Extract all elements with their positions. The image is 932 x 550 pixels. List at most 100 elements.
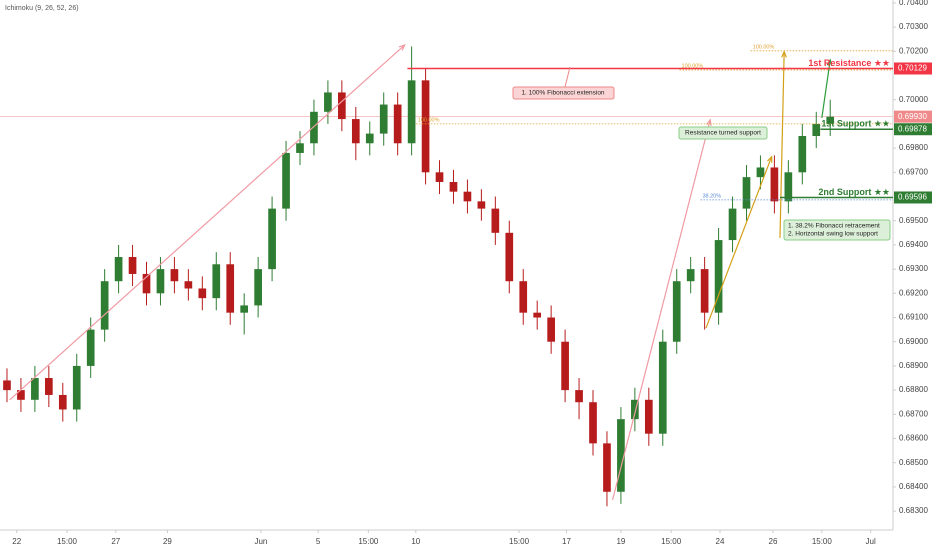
level-name: 2nd Support ★★: [818, 187, 890, 197]
y-tick-label: 0.68400: [899, 482, 928, 491]
indicator-label: Ichimoku (9, 26, 52, 26): [5, 5, 79, 12]
y-tick-label: 0.69200: [899, 288, 928, 297]
price-box: [894, 123, 932, 136]
callouts: 1. 100% Fibonacci extension Resistance t…: [512, 66, 891, 241]
candle-body: [617, 419, 625, 492]
y-tick-label: 0.68600: [899, 434, 928, 443]
candle-body: [226, 264, 235, 313]
x-tick-label: 15:00: [509, 537, 530, 546]
level-name: 1st Support ★★: [821, 119, 890, 129]
candle-body: [700, 269, 709, 313]
level-name: 1st Resistance ★★: [808, 58, 890, 68]
candle-body: [184, 281, 193, 289]
candle-body: [756, 167, 765, 178]
candle-body: [44, 378, 53, 395]
y-tick-label: 0.69300: [899, 264, 928, 273]
candle-body: [644, 399, 653, 434]
candle-body: [519, 281, 528, 313]
callout-text: 1. 38.2% Fibonacci retracement: [788, 223, 880, 230]
candle-body: [31, 378, 39, 400]
candle-body: [338, 92, 346, 120]
fib-label: 100.00%: [682, 63, 704, 69]
x-tick-label: 24: [716, 537, 725, 546]
candle-body: [463, 191, 472, 202]
fib-label: 100.00%: [418, 117, 440, 123]
candle-body: [72, 365, 81, 410]
candle-body: [631, 399, 639, 420]
candle-body: [254, 269, 262, 306]
y-tick-label: 0.68500: [899, 458, 928, 467]
y-tick-label: 0.69400: [899, 240, 928, 249]
x-tick-label: 15:00: [661, 537, 682, 546]
fib-label: 38.20%: [702, 193, 721, 199]
price-box: [894, 191, 932, 204]
pointer: [564, 66, 571, 88]
trend-line: [611, 119, 711, 501]
candle-body: [268, 208, 276, 270]
candle-body: [728, 208, 737, 241]
candle-body: [812, 123, 821, 137]
callout-box: [512, 86, 615, 100]
candle-body: [170, 269, 179, 282]
candle-body: [658, 341, 667, 434]
candle-body: [435, 172, 444, 182]
x-tick-label: 27: [111, 537, 120, 546]
y-tick-label: 0.70200: [899, 46, 928, 55]
candle-body: [491, 208, 500, 233]
candle-body: [379, 104, 388, 134]
candle-body: [296, 143, 304, 153]
candle-body: [533, 312, 542, 318]
x-tick-label: 15:00: [57, 537, 78, 546]
x-tick-label: 19: [616, 537, 625, 546]
candle-body: [407, 80, 416, 144]
candle-body: [212, 264, 221, 299]
candle-body: [784, 172, 793, 202]
trend-line: [9, 44, 406, 401]
candle-body: [561, 341, 569, 391]
y-tick-label: 0.69800: [899, 143, 928, 152]
candle-body: [310, 111, 318, 144]
candle-body: [589, 402, 597, 444]
y-tick-label: 0.68900: [899, 361, 928, 370]
x-tick-label: 22: [12, 537, 21, 546]
callout-box: [678, 126, 768, 140]
candle-body: [505, 232, 514, 282]
y-tick-label: 0.69500: [899, 216, 928, 225]
price-label: 0.69878: [898, 124, 927, 133]
price-label: 0.69930: [898, 112, 927, 121]
candle-body: [575, 390, 583, 403]
candle-body: [547, 317, 555, 342]
candle-body: [421, 80, 430, 173]
candle-body: [128, 257, 137, 274]
y-tick-label: 0.70000: [899, 95, 928, 104]
x-tick-label: 26: [769, 537, 778, 546]
candle-body: [686, 269, 695, 282]
y-tick-label: 0.70300: [899, 22, 928, 31]
fib-label: 100.00%: [753, 44, 775, 50]
y-tick-label: 0.70400: [899, 0, 928, 7]
callout-box: [783, 219, 891, 241]
candle-body: [351, 119, 360, 144]
trend-line: [705, 156, 773, 329]
candle-body: [826, 116, 835, 124]
price-box: [894, 110, 932, 123]
candle-body: [365, 133, 374, 144]
y-tick-label: 0.69700: [899, 167, 928, 176]
trend-line: [779, 51, 785, 238]
x-tick-label: 15:00: [812, 537, 833, 546]
price-label: 0.70129: [898, 64, 927, 73]
arrow-head: [398, 43, 406, 51]
candle-body: [198, 288, 207, 299]
candle-body: [114, 257, 123, 282]
x-tick-label: 10: [411, 537, 420, 546]
arrow-head: [826, 58, 833, 66]
candle-body: [714, 240, 723, 313]
trend-line: [821, 59, 831, 118]
candle-body: [142, 273, 151, 294]
candle-body: [17, 390, 25, 400]
candle-body: [156, 269, 165, 294]
candle-body: [3, 380, 11, 391]
